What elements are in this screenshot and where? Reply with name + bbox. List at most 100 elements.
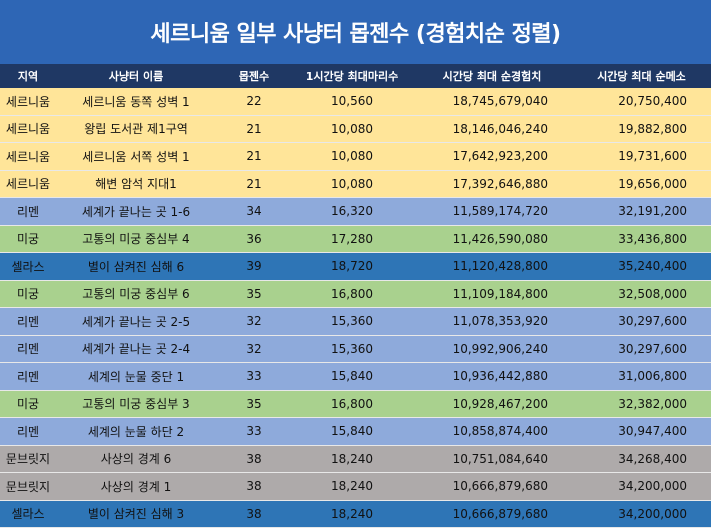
per-hour-cell[interactable]: 10,080 xyxy=(292,170,412,198)
spawn-cell[interactable]: 33 xyxy=(216,362,292,391)
exp-cell[interactable]: 10,928,467,200 xyxy=(412,390,572,418)
name-cell[interactable]: 별이 삼켜진 심해 3 xyxy=(56,500,216,528)
spawn-cell[interactable]: 38 xyxy=(216,500,292,528)
region-cell[interactable]: 리멘 xyxy=(0,362,56,391)
spawn-cell[interactable]: 32 xyxy=(216,335,292,363)
per-hour-cell[interactable]: 18,240 xyxy=(292,445,412,473)
name-cell[interactable]: 고통의 미궁 중심부 4 xyxy=(56,225,216,253)
spawn-cell[interactable]: 21 xyxy=(216,170,292,198)
meso-cell[interactable]: 20,750,400 xyxy=(572,88,711,116)
meso-cell[interactable]: 19,731,600 xyxy=(572,142,711,171)
per-hour-cell[interactable]: 15,840 xyxy=(292,362,412,391)
exp-cell[interactable]: 10,992,906,240 xyxy=(412,335,572,363)
per-hour-cell[interactable]: 18,240 xyxy=(292,472,412,501)
region-cell[interactable]: 리멘 xyxy=(0,307,56,336)
name-cell[interactable]: 별이 삼켜진 심해 6 xyxy=(56,252,216,281)
exp-cell[interactable]: 10,936,442,880 xyxy=(412,362,572,391)
column-header-name[interactable]: 사냥터 이름 xyxy=(56,64,216,88)
spawn-cell[interactable]: 38 xyxy=(216,472,292,501)
name-cell[interactable]: 왕립 도서관 제1구역 xyxy=(56,115,216,143)
exp-cell[interactable]: 17,392,646,880 xyxy=(412,170,572,198)
per-hour-cell[interactable]: 18,240 xyxy=(292,500,412,528)
exp-cell[interactable]: 18,745,679,040 xyxy=(412,88,572,116)
column-header-region[interactable]: 지역 xyxy=(0,64,56,88)
column-header-exp[interactable]: 시간당 최대 순경험치 xyxy=(412,64,572,88)
exp-cell[interactable]: 17,642,923,200 xyxy=(412,142,572,171)
meso-cell[interactable]: 19,656,000 xyxy=(572,170,711,198)
name-cell[interactable]: 세르니움 서쪽 성벽 1 xyxy=(56,142,216,171)
meso-cell[interactable]: 35,240,400 xyxy=(572,252,711,281)
meso-cell[interactable]: 30,297,600 xyxy=(572,335,711,363)
table-row: 리멘 세계가 끝나는 곳 2-5 32 15,360 11,078,353,920 30,… xyxy=(0,307,711,336)
exp-cell[interactable]: 18,146,046,240 xyxy=(412,115,572,143)
spawn-cell[interactable]: 21 xyxy=(216,142,292,171)
exp-cell[interactable]: 11,426,590,080 xyxy=(412,225,572,253)
per-hour-cell[interactable]: 18,720 xyxy=(292,252,412,281)
column-header-meso[interactable]: 시간당 최대 순메소 xyxy=(572,64,711,88)
name-cell[interactable]: 고통의 미궁 중심부 3 xyxy=(56,390,216,418)
per-hour-cell[interactable]: 15,360 xyxy=(292,335,412,363)
exp-cell[interactable]: 11,120,428,800 xyxy=(412,252,572,281)
region-cell[interactable]: 리멘 xyxy=(0,197,56,226)
meso-cell[interactable]: 31,006,800 xyxy=(572,362,711,391)
region-cell[interactable]: 미궁 xyxy=(0,390,56,418)
spawn-cell[interactable]: 35 xyxy=(216,280,292,308)
exp-cell[interactable]: 11,589,174,720 xyxy=(412,197,572,226)
name-cell[interactable]: 세계가 끝나는 곳 2-4 xyxy=(56,335,216,363)
region-cell[interactable]: 문브릿지 xyxy=(0,445,56,473)
exp-cell[interactable]: 10,666,879,680 xyxy=(412,472,572,501)
per-hour-cell[interactable]: 17,280 xyxy=(292,225,412,253)
name-cell[interactable]: 세르니움 동쪽 성벽 1 xyxy=(56,88,216,116)
region-cell[interactable]: 미궁 xyxy=(0,225,56,253)
per-hour-cell[interactable]: 10,080 xyxy=(292,142,412,171)
name-cell[interactable]: 사상의 경계 1 xyxy=(56,472,216,501)
per-hour-cell[interactable]: 16,320 xyxy=(292,197,412,226)
region-cell[interactable]: 세르니움 xyxy=(0,115,56,143)
meso-cell[interactable]: 34,268,400 xyxy=(572,445,711,473)
region-cell[interactable]: 셀라스 xyxy=(0,252,56,281)
meso-cell[interactable]: 33,436,800 xyxy=(572,225,711,253)
table-row: 세르니움 세르니움 서쪽 성벽 1 21 10,080 17,642,923,200 19… xyxy=(0,142,711,171)
region-cell[interactable]: 리멘 xyxy=(0,335,56,363)
name-cell[interactable]: 해변 암석 지대1 xyxy=(56,170,216,198)
per-hour-cell[interactable]: 15,360 xyxy=(292,307,412,336)
region-cell[interactable]: 세르니움 xyxy=(0,88,56,116)
meso-cell[interactable]: 32,382,000 xyxy=(572,390,711,418)
column-header-per-hour[interactable]: 1시간당 최대마리수 xyxy=(292,64,412,88)
spawn-cell[interactable]: 36 xyxy=(216,225,292,253)
spawn-cell[interactable]: 22 xyxy=(216,88,292,116)
spawn-cell[interactable]: 32 xyxy=(216,307,292,336)
region-cell[interactable]: 문브릿지 xyxy=(0,472,56,501)
name-cell[interactable]: 세계의 눈물 중단 1 xyxy=(56,362,216,391)
per-hour-cell[interactable]: 16,800 xyxy=(292,390,412,418)
meso-cell[interactable]: 32,191,200 xyxy=(572,197,711,226)
name-cell[interactable]: 세계가 끝나는 곳 2-5 xyxy=(56,307,216,336)
region-cell[interactable]: 미궁 xyxy=(0,280,56,308)
region-cell[interactable]: 세르니움 xyxy=(0,170,56,198)
per-hour-cell[interactable]: 16,800 xyxy=(292,280,412,308)
meso-cell[interactable]: 34,200,000 xyxy=(572,472,711,501)
per-hour-cell[interactable]: 10,080 xyxy=(292,115,412,143)
column-header-spawn[interactable]: 몹젠수 xyxy=(216,64,292,88)
spawn-cell[interactable]: 38 xyxy=(216,445,292,473)
spawn-cell[interactable]: 21 xyxy=(216,115,292,143)
spawn-cell[interactable]: 39 xyxy=(216,252,292,281)
name-cell[interactable]: 사상의 경계 6 xyxy=(56,445,216,473)
meso-cell[interactable]: 19,882,800 xyxy=(572,115,711,143)
name-cell[interactable]: 고통의 미궁 중심부 6 xyxy=(56,280,216,308)
exp-cell[interactable]: 11,078,353,920 xyxy=(412,307,572,336)
region-cell[interactable]: 셀라스 xyxy=(0,500,56,528)
region-cell[interactable]: 세르니움 xyxy=(0,142,56,171)
name-cell[interactable]: 세계가 끝나는 곳 1-6 xyxy=(56,197,216,226)
per-hour-cell[interactable]: 10,560 xyxy=(292,88,412,116)
spawn-cell[interactable]: 35 xyxy=(216,390,292,418)
meso-cell[interactable]: 32,508,000 xyxy=(572,280,711,308)
exp-cell[interactable]: 10,666,879,680 xyxy=(412,500,572,528)
meso-cell[interactable]: 34,200,000 xyxy=(572,500,711,528)
spawn-cell[interactable]: 34 xyxy=(216,197,292,226)
meso-cell[interactable]: 30,297,600 xyxy=(572,307,711,336)
table-row: 셀라스 별이 삼켜진 심해 3 38 18,240 10,666,879,680 34,2… xyxy=(0,500,711,528)
exp-cell[interactable]: 11,109,184,800 xyxy=(412,280,572,308)
exp-cell[interactable]: 10,751,084,640 xyxy=(412,445,572,473)
table-row: 문브릿지 사상의 경계 1 38 18,240 10,666,879,680 34,200… xyxy=(0,472,711,501)
